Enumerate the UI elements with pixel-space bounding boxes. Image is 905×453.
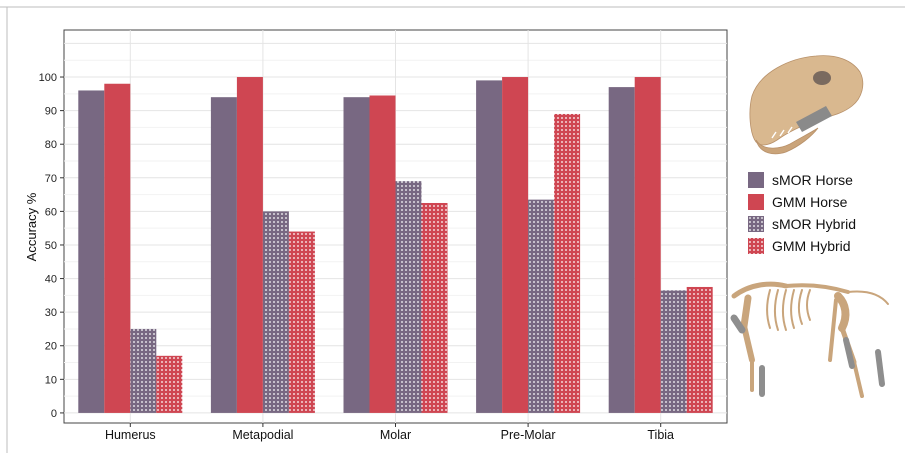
y-axis: 0 10 20 30 40 50 60 70 80 90 100 [39,72,64,420]
bar-gmm-horse-molar [369,95,396,413]
bars [78,77,713,413]
bar-gmm-horse-pre-molar [502,77,529,413]
legend-label: GMM Horse [772,194,848,210]
bar-smor-horse-tibia [608,87,635,413]
bar-gmm-horse-humerus [104,83,131,413]
y-tick-label: 10 [45,374,57,386]
bar-smor-hybrid-tibia [660,290,687,413]
legend: sMOR Horse GMM Horse sMOR Hybrid GMM Hybrid [748,172,856,254]
legend-label: sMOR Hybrid [772,216,856,232]
bar-gmm-hybrid-pre-molar [554,113,581,413]
y-tick-label: 20 [45,341,57,353]
horse-skeleton-icon [731,281,889,398]
x-tick-label: Pre-Molar [501,428,556,442]
x-axis: Humerus Metapodial Molar Pre-Molar Tibia [105,423,674,442]
x-tick-label: Metapodial [232,428,293,442]
bar-smor-hybrid-pre-molar [528,199,555,413]
bar-smor-hybrid-humerus [130,328,157,413]
x-tick-label: Molar [380,428,411,442]
y-tick-label: 50 [45,240,57,252]
horse-skull-icon [749,55,864,155]
legend-swatch [748,238,764,254]
bar-gmm-hybrid-humerus [156,355,183,413]
y-tick-label: 70 [45,173,57,185]
legend-swatch [748,172,764,188]
bar-gmm-horse-metapodial [236,77,263,413]
y-tick-label: 30 [45,307,57,319]
legend-swatch [748,194,764,210]
bar-smor-hybrid-metapodial [262,211,289,413]
bar-smor-horse-metapodial [210,97,237,413]
horse-skeleton-highlight [730,314,885,397]
bar-smor-horse-humerus [78,90,105,413]
y-tick-label: 90 [45,106,57,118]
legend-swatch [748,216,764,232]
bar-gmm-hybrid-molar [421,202,448,413]
y-axis-title: Accuracy % [24,192,39,261]
bar-smor-horse-molar [343,97,370,413]
bar-smor-horse-pre-molar [476,80,503,413]
y-tick-label: 60 [45,206,57,218]
y-tick-label: 0 [51,408,57,420]
x-tick-label: Humerus [105,428,156,442]
y-tick-label: 100 [39,72,57,84]
legend-label: GMM Hybrid [772,238,851,254]
bar-gmm-hybrid-tibia [686,286,713,413]
x-tick-label: Tibia [647,428,674,442]
bar-gmm-horse-tibia [634,77,661,413]
y-tick-label: 80 [45,139,57,151]
bar-gmm-hybrid-metapodial [288,231,315,413]
legend-label: sMOR Horse [772,172,853,188]
bar-smor-hybrid-molar [395,181,422,413]
y-tick-label: 40 [45,274,57,286]
